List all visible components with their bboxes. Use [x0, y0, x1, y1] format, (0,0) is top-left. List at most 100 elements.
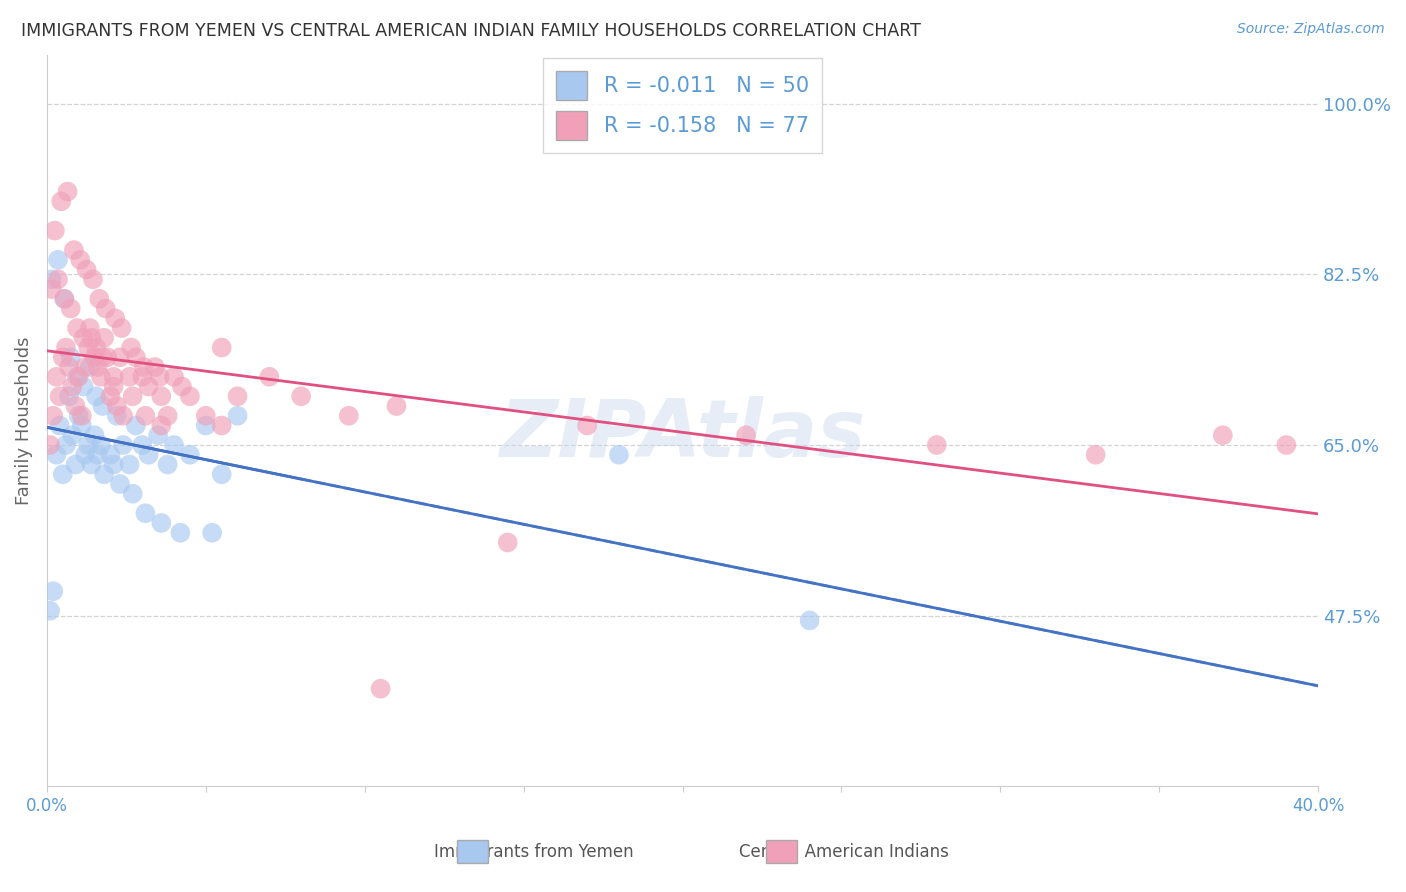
- Point: [80, 458, 103, 472]
- Point: [112, 438, 135, 452]
- Point: [41, 272, 63, 286]
- Text: Source: ZipAtlas.com: Source: ZipAtlas.com: [1237, 22, 1385, 37]
- Point: [55, 438, 77, 452]
- Point: [77, 438, 100, 452]
- Point: [44, 223, 66, 237]
- Point: [45, 448, 67, 462]
- Point: [125, 351, 148, 365]
- Point: [56, 185, 79, 199]
- Point: [67, 369, 90, 384]
- Point: [100, 389, 122, 403]
- Point: [1275, 438, 1298, 452]
- Point: [60, 428, 83, 442]
- Point: [51, 194, 73, 209]
- Point: [69, 252, 91, 267]
- Point: [39, 604, 62, 618]
- Point: [87, 448, 110, 462]
- Point: [150, 516, 173, 530]
- Point: [52, 467, 75, 482]
- Point: [108, 351, 131, 365]
- Point: [55, 341, 77, 355]
- Point: [290, 389, 312, 403]
- Point: [65, 458, 87, 472]
- Point: [84, 389, 107, 403]
- Point: [90, 438, 112, 452]
- Point: [105, 409, 128, 423]
- Y-axis label: Family Households: Family Households: [15, 336, 32, 505]
- Point: [52, 351, 75, 365]
- Point: [83, 351, 105, 365]
- Point: [67, 409, 90, 423]
- Point: [170, 379, 193, 393]
- Point: [79, 321, 101, 335]
- Point: [65, 399, 87, 413]
- Point: [70, 418, 93, 433]
- Point: [53, 292, 76, 306]
- Point: [735, 428, 758, 442]
- Point: [82, 272, 104, 286]
- Point: [45, 369, 67, 384]
- Point: [1212, 428, 1234, 442]
- Point: [83, 428, 105, 442]
- Point: [121, 487, 143, 501]
- Point: [112, 409, 135, 423]
- Point: [96, 351, 118, 365]
- Point: [66, 369, 89, 384]
- Point: [48, 389, 70, 403]
- Point: [87, 359, 110, 374]
- Point: [156, 409, 179, 423]
- Point: [91, 399, 114, 413]
- Point: [118, 369, 141, 384]
- Point: [179, 389, 201, 403]
- Point: [39, 438, 62, 452]
- Point: [194, 409, 217, 423]
- Point: [211, 467, 233, 482]
- Point: [70, 409, 93, 423]
- Point: [163, 438, 186, 452]
- Point: [120, 341, 142, 355]
- Point: [103, 379, 125, 393]
- Point: [138, 448, 160, 462]
- Point: [63, 243, 86, 257]
- Point: [41, 282, 63, 296]
- Point: [59, 301, 82, 316]
- Point: [108, 477, 131, 491]
- Point: [94, 301, 117, 316]
- Point: [149, 369, 172, 384]
- Point: [91, 351, 114, 365]
- Point: [72, 331, 94, 345]
- Legend: R = -0.011   N = 50, R = -0.158   N = 77: R = -0.011 N = 50, R = -0.158 N = 77: [544, 58, 821, 153]
- Point: [80, 331, 103, 345]
- Point: [48, 418, 70, 433]
- Text: Central American Indians: Central American Indians: [738, 843, 949, 861]
- Point: [42, 409, 65, 423]
- Point: [385, 399, 408, 413]
- Point: [84, 341, 107, 355]
- Point: [370, 681, 392, 696]
- Text: ZIPAtlas: ZIPAtlas: [499, 396, 866, 475]
- Point: [103, 458, 125, 472]
- Point: [72, 379, 94, 393]
- Point: [42, 584, 65, 599]
- Point: [93, 331, 115, 345]
- Point: [58, 359, 80, 374]
- Point: [46, 272, 69, 286]
- Point: [100, 448, 122, 462]
- Point: [163, 369, 186, 384]
- Point: [211, 341, 233, 355]
- Point: [179, 448, 201, 462]
- Point: [46, 252, 69, 267]
- Point: [607, 448, 630, 462]
- Point: [150, 389, 173, 403]
- Text: IMMIGRANTS FROM YEMEN VS CENTRAL AMERICAN INDIAN FAMILY HOUSEHOLDS CORRELATION C: IMMIGRANTS FROM YEMEN VS CENTRAL AMERICA…: [21, 22, 921, 40]
- Point: [121, 389, 143, 403]
- Point: [169, 525, 191, 540]
- Point: [194, 418, 217, 433]
- Point: [131, 369, 153, 384]
- Point: [60, 379, 83, 393]
- Point: [201, 525, 224, 540]
- Point: [925, 438, 948, 452]
- Point: [143, 359, 166, 374]
- Point: [337, 409, 360, 423]
- Point: [146, 428, 169, 442]
